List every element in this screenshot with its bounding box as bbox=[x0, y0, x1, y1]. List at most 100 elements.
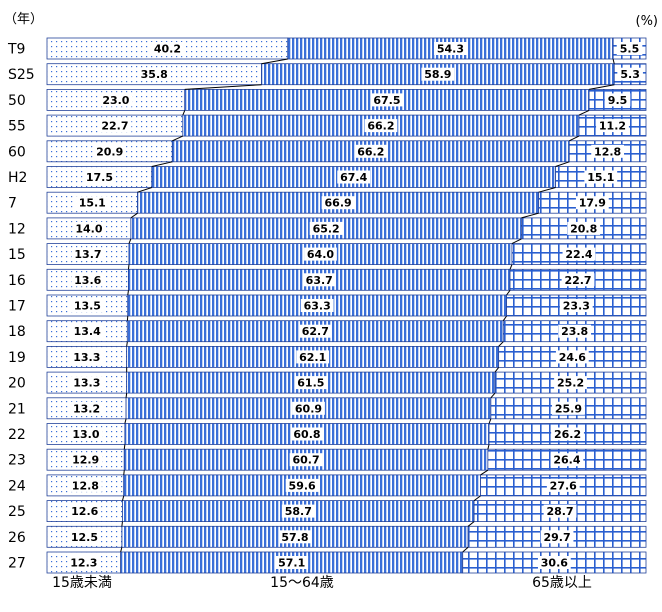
value-label-bg bbox=[309, 221, 343, 235]
category-label: 19 bbox=[8, 350, 26, 366]
value-label: 58.7 bbox=[285, 505, 312, 518]
value-label: 57.1 bbox=[278, 557, 305, 570]
boundary-connector bbox=[488, 418, 492, 424]
boundary-connector bbox=[502, 315, 507, 321]
boundary-connector bbox=[128, 238, 132, 244]
value-label: 12.8 bbox=[72, 479, 99, 492]
value-label: 26.4 bbox=[553, 454, 580, 467]
value-label-bg bbox=[300, 299, 334, 312]
value-label-bg bbox=[278, 530, 312, 544]
boundary-connector bbox=[555, 161, 570, 167]
value-label-bg bbox=[294, 376, 328, 390]
value-label: 13.7 bbox=[74, 248, 101, 261]
value-label: 27.6 bbox=[550, 479, 577, 492]
value-label: 13.5 bbox=[74, 300, 101, 313]
value-label: 67.5 bbox=[373, 94, 400, 107]
category-label: 24 bbox=[8, 478, 26, 494]
category-label: 55 bbox=[8, 119, 26, 135]
value-label: 23.8 bbox=[561, 325, 588, 338]
value-label: 17.9 bbox=[579, 197, 606, 210]
value-label: 14.0 bbox=[75, 222, 102, 235]
value-label-bg bbox=[537, 556, 571, 569]
value-label: 54.3 bbox=[437, 43, 464, 56]
category-label: 16 bbox=[8, 273, 26, 289]
value-label: 13.3 bbox=[73, 351, 100, 364]
value-label-bg bbox=[70, 324, 104, 338]
boundary-connector bbox=[120, 547, 123, 553]
value-label-bg bbox=[559, 299, 593, 312]
value-label: 11.2 bbox=[599, 120, 626, 133]
value-label: 29.7 bbox=[543, 531, 570, 544]
unit-right-label: (%) bbox=[636, 14, 659, 29]
value-label: 25.9 bbox=[555, 402, 582, 415]
boundary-connector bbox=[569, 135, 580, 142]
value-label: 60.7 bbox=[292, 454, 319, 467]
category-axis: T9 S25 50 55 60 H2 7 12 15 16 17 18 19 20 21 22 23 24 25 26… bbox=[7, 42, 35, 572]
value-label-bg bbox=[99, 93, 133, 107]
value-label: 17.5 bbox=[86, 171, 113, 184]
value-label: 22.7 bbox=[564, 274, 591, 287]
value-label-bg bbox=[302, 273, 336, 287]
value-label-bg bbox=[71, 273, 105, 287]
value-label-bg bbox=[540, 530, 574, 544]
value-label: 63.3 bbox=[304, 300, 331, 313]
category-label: 17 bbox=[8, 299, 26, 315]
value-label: 15.1 bbox=[587, 171, 614, 184]
value-label: 28.7 bbox=[546, 505, 573, 518]
value-label-bg bbox=[70, 350, 104, 364]
category-label: 25 bbox=[8, 504, 26, 520]
value-label: 9.5 bbox=[608, 94, 628, 107]
category-label: 12 bbox=[8, 221, 26, 237]
value-label-bg bbox=[370, 93, 404, 107]
value-label: 12.6 bbox=[71, 505, 98, 518]
value-label: 20.8 bbox=[570, 222, 597, 235]
boundary-connector bbox=[121, 521, 123, 527]
boundary-lines bbox=[120, 58, 615, 553]
value-label-bg bbox=[546, 478, 580, 492]
value-label-bg bbox=[551, 427, 584, 441]
value-label-bg bbox=[68, 530, 101, 544]
boundary-connector bbox=[589, 84, 615, 90]
value-label: 63.7 bbox=[306, 274, 333, 287]
category-label: 15 bbox=[8, 247, 26, 263]
boundary-connector bbox=[490, 392, 496, 399]
boundary-connector bbox=[498, 341, 504, 347]
value-label: 13.2 bbox=[73, 402, 100, 415]
value-label-bg bbox=[321, 196, 355, 210]
boundary-connector bbox=[121, 495, 125, 501]
boundary-connector bbox=[127, 290, 129, 296]
value-label: 61.5 bbox=[297, 377, 324, 390]
category-label: H2 bbox=[8, 170, 27, 186]
value-label-bg bbox=[555, 350, 589, 364]
value-label-bg bbox=[421, 67, 455, 81]
boundary-connector bbox=[467, 521, 475, 527]
value-label: 12.5 bbox=[71, 531, 98, 544]
value-label-bg bbox=[72, 221, 106, 235]
boundary-connector bbox=[509, 264, 513, 270]
legend-label-65over: 65歳以上 bbox=[532, 575, 592, 591]
category-label: 18 bbox=[8, 324, 26, 340]
value-label-bg bbox=[562, 247, 596, 261]
boundary-connector bbox=[487, 444, 490, 450]
value-label-bg bbox=[69, 427, 103, 441]
value-label: 65.2 bbox=[313, 222, 340, 235]
value-label-bg bbox=[70, 401, 103, 415]
value-label: 5.5 bbox=[620, 43, 640, 56]
category-label: 7 bbox=[8, 196, 17, 212]
value-label: 66.2 bbox=[357, 145, 384, 158]
value-label-bg bbox=[83, 170, 116, 184]
value-label-group: 40.2 54.3 5.5 35.8 58.9 5.3 23.0 67.5 9.5 22.7 66.… bbox=[67, 42, 643, 570]
category-label: 50 bbox=[8, 93, 26, 109]
value-label-bg bbox=[550, 453, 584, 467]
value-label: 30.6 bbox=[541, 557, 568, 570]
value-label-bg bbox=[617, 67, 643, 81]
value-label-bg bbox=[575, 196, 609, 210]
category-label: 20 bbox=[8, 376, 26, 392]
value-label: 67.4 bbox=[340, 171, 367, 184]
value-label: 58.9 bbox=[424, 68, 451, 81]
value-label: 12.9 bbox=[72, 454, 99, 467]
value-label-bg bbox=[596, 119, 629, 133]
boundary-connector bbox=[137, 187, 152, 193]
value-label-bg bbox=[150, 42, 184, 55]
